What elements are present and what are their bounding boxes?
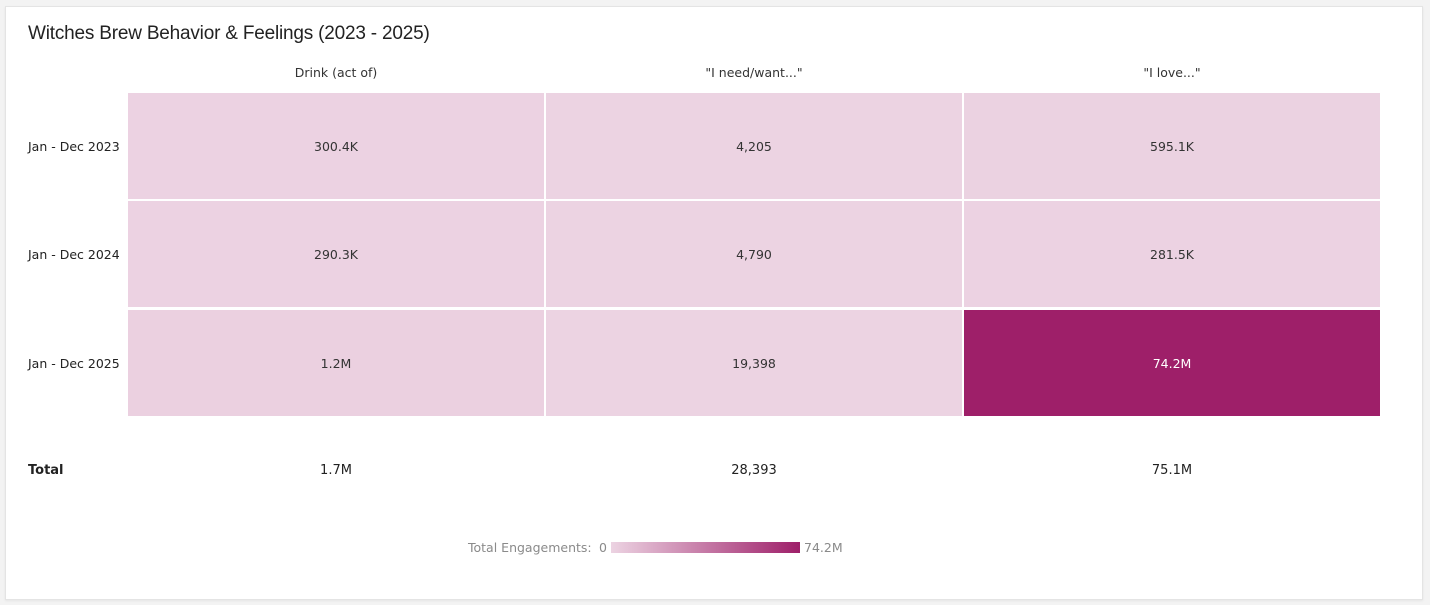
column-header-need-want: "I need/want..." [705, 65, 803, 80]
column-header-love: "I love..." [1143, 65, 1201, 80]
row-label-2025: Jan - Dec 2025 [28, 356, 120, 371]
heatmap-cell[interactable]: 1.2M [128, 310, 544, 416]
heatmap-cell[interactable]: 19,398 [546, 310, 962, 416]
row-label-2023: Jan - Dec 2023 [28, 139, 120, 154]
total-row-label: Total [28, 463, 64, 478]
total-value-love: 75.1M [1151, 463, 1193, 478]
heatmap-cell[interactable]: 595.1K [964, 93, 1380, 199]
heatmap-cell[interactable]: 300.4K [128, 93, 544, 199]
heatmap-cell[interactable]: 4,790 [546, 201, 962, 307]
legend-label: Total Engagements: [468, 540, 592, 555]
heatmap-cell[interactable]: 4,205 [546, 93, 962, 199]
legend-gradient-bar [611, 542, 800, 553]
chart-title: Witches Brew Behavior & Feelings (2023 -… [28, 23, 430, 44]
total-value-drink: 1.7M [320, 463, 352, 478]
column-header-drink: Drink (act of) [294, 65, 378, 80]
heatmap-cell[interactable]: 290.3K [128, 201, 544, 307]
row-label-2024: Jan - Dec 2024 [28, 247, 120, 262]
total-value-need-want: 28,393 [731, 463, 777, 478]
legend-min-label: 0 [599, 540, 607, 555]
legend-max-label: 74.2M [804, 540, 843, 555]
heatmap-cell[interactable]: 281.5K [964, 201, 1380, 307]
color-legend: Total Engagements: 0 74.2M [6, 539, 1422, 557]
heatmap-cell[interactable]: 74.2M [964, 310, 1380, 416]
heatmap-card: Witches Brew Behavior & Feelings (2023 -… [5, 6, 1423, 600]
